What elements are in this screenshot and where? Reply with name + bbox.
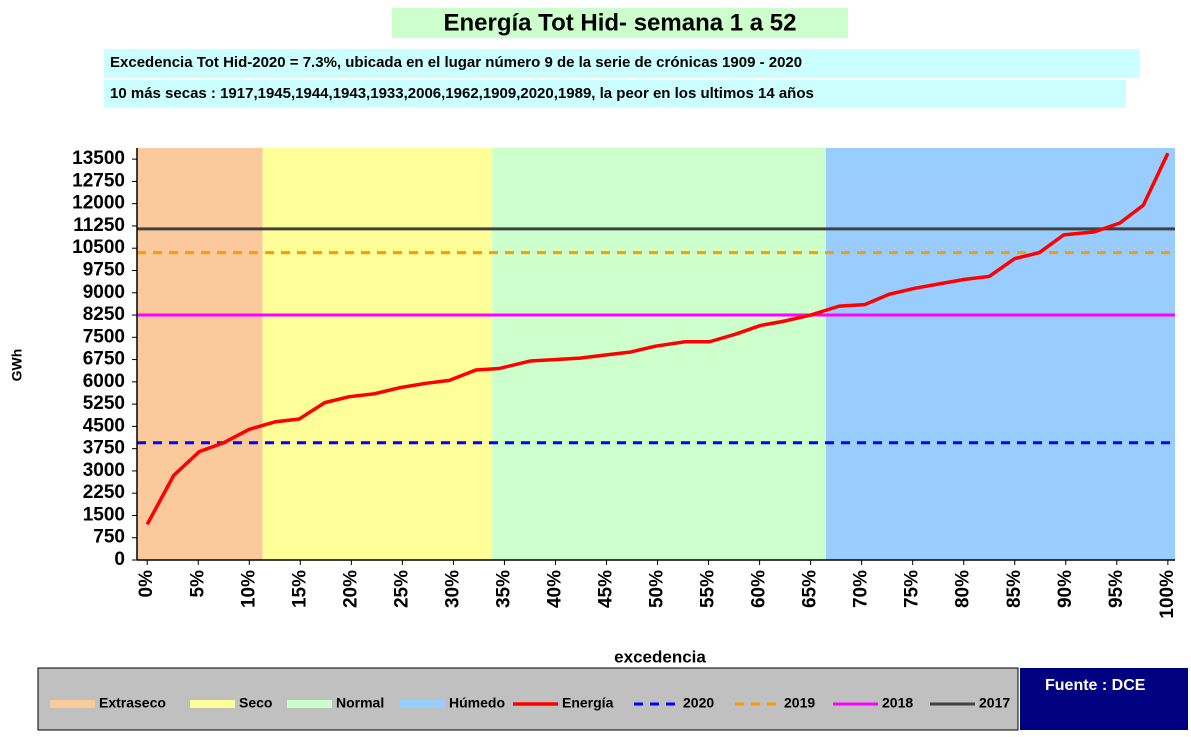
- x-tick-label: 0%: [136, 570, 157, 598]
- y-axis-label: GWh: [9, 349, 25, 382]
- subtitle: Excedencia Tot Hid-2020 = 7.3%, ubicada …: [110, 54, 802, 71]
- y-tick-label: 0: [114, 549, 125, 570]
- x-tick-label: 40%: [544, 570, 565, 608]
- legend-label: 2018: [882, 695, 913, 711]
- x-tick-label: 95%: [1106, 570, 1127, 608]
- chart-title: Energía Tot Hid- semana 1 a 52: [443, 9, 796, 36]
- y-tick-label: 4500: [83, 415, 125, 436]
- y-tick-label: 3750: [83, 438, 125, 459]
- y-tick-label: 8250: [83, 304, 125, 325]
- legend-label: 2019: [784, 695, 815, 711]
- x-tick-label: 35%: [493, 570, 514, 608]
- y-tick-label: 750: [93, 527, 125, 548]
- legend-label: Energía: [562, 695, 614, 711]
- legend-label: 2020: [683, 695, 714, 711]
- y-tick-label: 13500: [72, 148, 125, 169]
- legend-label: Húmedo: [449, 695, 505, 711]
- y-tick-label: 6750: [83, 349, 125, 370]
- x-axis-label: excedencia: [614, 647, 706, 666]
- x-tick-label: 15%: [289, 570, 310, 608]
- data-line: [145, 152, 1170, 526]
- x-tick-label: 45%: [596, 570, 617, 608]
- x-tick-label: 65%: [800, 570, 821, 608]
- y-tick-label: 9000: [83, 282, 125, 303]
- y-tick-label: 10500: [72, 237, 125, 258]
- y-tick-label: 1500: [83, 504, 125, 525]
- x-tick-label: 10%: [238, 570, 259, 608]
- legend: [37, 667, 1019, 731]
- source-box: [1020, 668, 1188, 730]
- x-tick-label: 55%: [698, 570, 719, 608]
- y-tick-label: 12000: [72, 193, 125, 214]
- y-tick-label: 12750: [72, 170, 125, 191]
- x-tick-label: 5%: [187, 570, 208, 598]
- y-tick-label: 2250: [83, 482, 125, 503]
- band: [137, 148, 263, 560]
- x-tick-label: 75%: [902, 570, 923, 608]
- y-tick-label: 3000: [83, 460, 125, 481]
- legend-label: 2017: [979, 695, 1010, 711]
- legend-label: Normal: [336, 695, 384, 711]
- subtitle-background: [104, 80, 1126, 108]
- band: [262, 148, 493, 560]
- band: [825, 148, 1175, 560]
- title-background: [392, 8, 848, 38]
- x-tick-label: 100%: [1157, 570, 1178, 619]
- subtitle: 10 más secas : 1917,1945,1944,1943,1933,…: [110, 85, 814, 102]
- band: [492, 148, 826, 560]
- x-tick-label: 80%: [953, 570, 974, 608]
- y-tick-label: 7500: [83, 326, 125, 347]
- y-tick-label: 5250: [83, 393, 125, 414]
- x-tick-label: 50%: [647, 570, 668, 608]
- x-tick-label: 20%: [340, 570, 361, 608]
- x-tick-label: 60%: [749, 570, 770, 608]
- x-tick-label: 30%: [442, 570, 463, 608]
- y-tick-label: 9750: [83, 260, 125, 281]
- source: Fuente : DCE: [1045, 677, 1146, 694]
- x-tick-label: 25%: [391, 570, 412, 608]
- y-tick-label: 11250: [73, 215, 125, 236]
- subtitle-background: [104, 49, 1140, 78]
- y-tick-label: 6000: [83, 371, 125, 392]
- legend-label: Extraseco: [99, 695, 166, 711]
- x-tick-label: 70%: [851, 570, 872, 608]
- x-tick-label: 90%: [1055, 570, 1076, 608]
- legend-label: Seco: [239, 695, 272, 711]
- x-tick-label: 85%: [1004, 570, 1025, 608]
